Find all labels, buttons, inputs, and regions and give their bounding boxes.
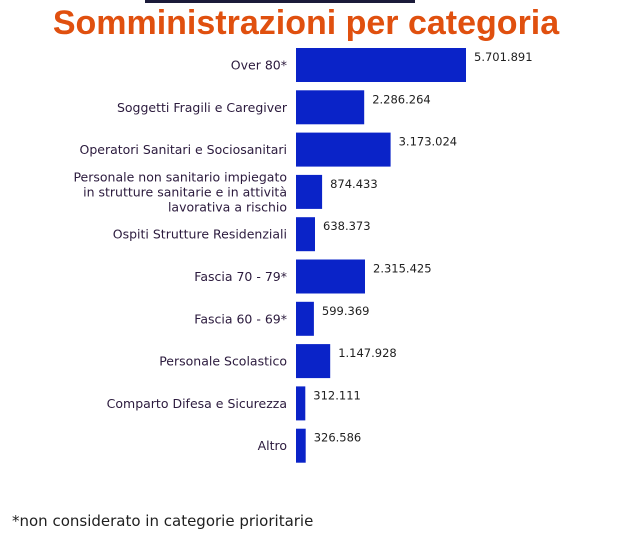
category-label-3: Personale non sanitario impiegato in stru…	[73, 169, 287, 214]
bar-0	[296, 48, 466, 82]
chart-title: Somministrazioni per categoria	[52, 4, 560, 42]
category-label-5: Fascia 70 - 79*	[194, 269, 287, 284]
value-label-7: 1.147.928	[338, 346, 397, 360]
value-label-8: 312.111	[313, 388, 361, 402]
bar-5	[296, 259, 365, 294]
bar-4	[296, 217, 315, 252]
category-label-0: Over 80*	[231, 58, 287, 73]
value-label-2: 3.173.024	[399, 135, 458, 149]
value-label-6: 599.369	[322, 304, 370, 318]
value-label-9: 326.586	[314, 431, 362, 445]
footnote: *non considerato in categorie prioritari…	[12, 512, 314, 530]
category-label-9: Altro	[258, 438, 287, 453]
bar-7	[296, 344, 331, 379]
category-label-1: Soggetti Fragili e Caregiver	[117, 100, 288, 115]
value-label-0: 5.701.891	[474, 50, 533, 64]
value-label-5: 2.315.425	[373, 262, 432, 276]
bar-8	[296, 386, 306, 421]
value-label-3: 874.433	[330, 177, 378, 191]
bar-9	[296, 428, 306, 463]
bar-1	[296, 90, 365, 125]
category-label-4: Ospiti Strutture Residenziali	[113, 227, 287, 242]
value-label-4: 638.373	[323, 219, 371, 233]
category-label-7: Personale Scolastico	[159, 354, 287, 369]
category-label-6: Fascia 60 - 69*	[194, 311, 287, 326]
bar-6	[296, 301, 314, 336]
bar-3	[296, 174, 323, 209]
value-label-1: 2.286.264	[372, 92, 431, 106]
top-rule	[145, 0, 415, 3]
category-label-8: Comparto Difesa e Sicurezza	[107, 396, 287, 411]
category-label-2: Operatori Sanitari e Sociosanitari	[79, 142, 287, 157]
bar-2	[296, 132, 391, 167]
